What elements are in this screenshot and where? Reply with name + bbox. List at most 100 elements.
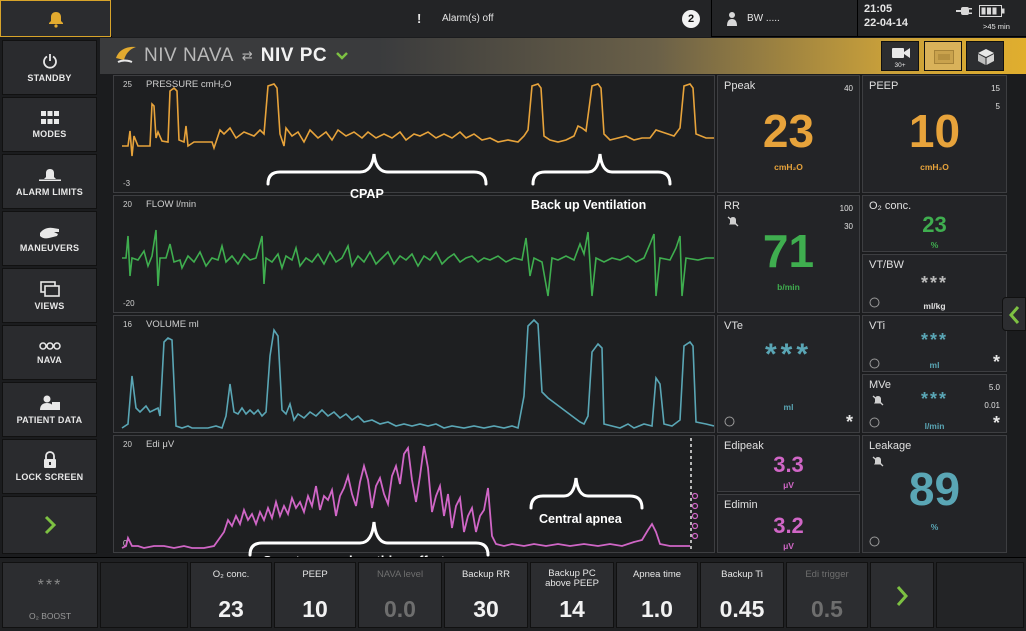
flow-min-tick: -20 (123, 299, 135, 308)
peep-label: PEEP (869, 80, 899, 92)
vti-label: VTi (869, 320, 886, 332)
vte-star: * (845, 412, 853, 432)
mve-limit-low: 0.01 (984, 401, 1000, 410)
sidebar-item-label: STANDBY (27, 72, 72, 83)
setting-label: O₂ conc. (212, 569, 250, 580)
rr-limit-low: 30 (844, 222, 853, 231)
nava-logo-icon (116, 46, 136, 63)
setting-nava-level[interactable]: NAVA level 0.0 (358, 562, 442, 628)
vt-bw-panel[interactable]: VT/BW *** ml/kg (862, 254, 1007, 313)
vti-panel[interactable]: VTi *** ml * (862, 315, 1007, 372)
pressure-label: PRESSURE cmH₂O (146, 79, 232, 90)
mve-unit: l/min (924, 421, 945, 431)
setting-backup-pc[interactable]: Backup PC above PEEP 14 (530, 562, 614, 628)
o2-conc-label: O₂ conc. (869, 200, 912, 212)
ppeak-limit: 40 (844, 84, 853, 93)
chevron-down-icon (336, 52, 349, 60)
setting-value: 0.45 (719, 596, 765, 622)
patient-weight-area[interactable]: BW ..... (713, 0, 858, 37)
mode-header: NIV NAVA ⇄ NIV PC 30+ (100, 38, 1026, 74)
alarm-message-area[interactable]: ! Alarm(s) off 2 (112, 0, 712, 37)
vte-panel[interactable]: VTe *** ml * (717, 315, 860, 433)
mode-to: NIV PC (260, 45, 328, 66)
setting-o2-conc[interactable]: O₂ conc. 23 (190, 562, 272, 628)
setting-label: PEEP (302, 569, 328, 580)
rr-label: RR (724, 200, 740, 212)
edimin-panel[interactable]: Edimin 3.2 μV (717, 494, 860, 553)
bw-label: BW ..... (747, 13, 780, 24)
setting-apnea-time[interactable]: Apnea time 1.0 (616, 562, 698, 628)
settings-more-button[interactable] (870, 562, 934, 628)
sidebar-item-modes[interactable]: MODES (2, 97, 97, 152)
leakage-value: 89 (908, 463, 961, 515)
annotation-backup-ventilation: Back up Ventilation (531, 198, 647, 212)
sidebar-item-lock-screen[interactable]: LOCK SCREEN (2, 439, 97, 494)
sidebar-item-standby[interactable]: STANDBY (2, 40, 97, 95)
info-circle-icon (869, 297, 880, 308)
menu-box-button[interactable] (966, 41, 1004, 71)
mode-from: NIV NAVA (144, 45, 234, 66)
mode-switch[interactable]: NIV NAVA ⇄ NIV PC (144, 38, 349, 74)
exclamation-icon: ! (417, 11, 422, 26)
sidebar-item-alarm-limits[interactable]: ALARM LIMITS (2, 154, 97, 209)
grid-icon (40, 110, 59, 124)
baby-icon (727, 11, 737, 26)
setting-backup-ti[interactable]: Backup Ti 0.45 (700, 562, 784, 628)
side-panel-toggle[interactable] (1002, 297, 1026, 331)
setting-value: 0.0 (384, 596, 416, 622)
mve-limit-high: 5.0 (988, 383, 1000, 392)
vt-bw-unit: ml/kg (923, 301, 946, 311)
sidebar-item-label: ALARM LIMITS (16, 186, 83, 197)
o2-boost-value: *** (37, 577, 63, 594)
sidebar-more-button[interactable] (2, 496, 97, 554)
plug-icon (956, 7, 972, 15)
volume-max-tick: 16 (123, 320, 132, 329)
rr-panel[interactable]: RR 100 30 71 b/min (717, 195, 860, 313)
sidebar-item-nava[interactable]: NAVA (2, 325, 97, 380)
o2-conc-panel[interactable]: O₂ conc. 23 % (862, 195, 1007, 252)
setting-value: 30 (473, 596, 499, 622)
flow-waveform-panel[interactable]: 20 -20 FLOW l/min (113, 195, 715, 313)
chevron-right-icon (896, 586, 909, 606)
alarm-status-text: Alarm(s) off (442, 13, 494, 24)
edipeak-panel[interactable]: Edipeak 3.3 μV (717, 435, 860, 492)
bell-icon (48, 11, 63, 28)
mve-panel[interactable]: MVe 5.0 0.01 *** l/min * (862, 374, 1007, 433)
o2-conc-value: 23 (922, 212, 947, 237)
setting-backup-rr[interactable]: Backup RR 30 (444, 562, 528, 628)
alarm-off-icon (872, 395, 884, 406)
edi-curve (121, 438, 699, 550)
leakage-panel[interactable]: Leakage 89 % (862, 435, 1007, 553)
hand-icon (39, 227, 59, 238)
sidebar-item-patient-data[interactable]: PATIENT DATA (2, 382, 97, 437)
mve-label: MVe (869, 379, 892, 391)
alarm-off-icon (872, 456, 884, 467)
clock-battery-area: 21:05 22-04-14 >45 min (859, 0, 1026, 37)
setting-label: NAVA level (376, 569, 424, 580)
ppeak-panel[interactable]: Ppeak 40 23 cmH₂O (717, 75, 860, 193)
pressure-min-tick: -3 (123, 179, 131, 188)
ppeak-label: Ppeak (724, 80, 756, 92)
setting-label: Edi trigger (805, 569, 849, 580)
volume-waveform-panel[interactable]: 16 VOLUME ml (113, 315, 715, 433)
peep-panel[interactable]: PEEP 15 5 10 cmH₂O (862, 75, 1007, 193)
sidebar-item-views[interactable]: VIEWS (2, 268, 97, 323)
edi-waveform-panel[interactable]: 20 0 Edi μV (113, 435, 715, 553)
chevron-right-icon (44, 515, 56, 535)
vt-bw-value: *** (920, 273, 948, 293)
setting-edi-trigger[interactable]: Edi trigger 0.5 (786, 562, 868, 628)
settings-spacer (100, 562, 188, 628)
snapshot-button[interactable] (924, 41, 962, 71)
peep-limit-low: 5 (995, 102, 1000, 111)
patient-icon (39, 395, 60, 410)
edi-max-tick: 20 (123, 440, 132, 449)
setting-peep[interactable]: PEEP 10 (274, 562, 356, 628)
battery-icon (979, 5, 1005, 17)
record-button[interactable]: 30+ (881, 41, 919, 71)
peep-value: 10 (908, 105, 961, 157)
o2-boost-button[interactable]: *** O₂ BOOST (2, 562, 98, 628)
sidebar-item-maneuvers[interactable]: MANEUVERS (2, 211, 97, 266)
alarm-bell-button[interactable] (0, 0, 111, 37)
setting-value: 23 (218, 596, 244, 622)
